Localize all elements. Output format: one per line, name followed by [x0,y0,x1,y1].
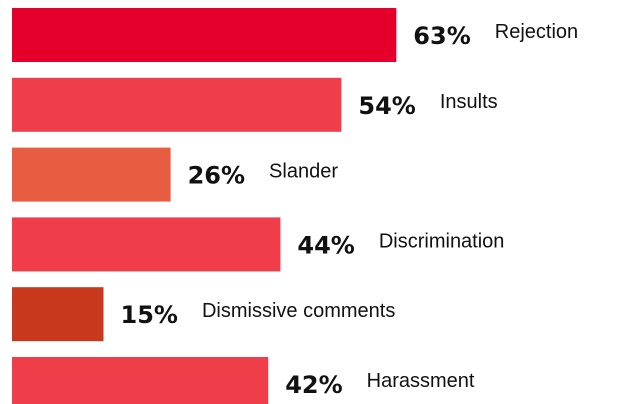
bar [12,147,171,202]
bar [12,77,342,132]
category-label: Dismissive comments [202,300,395,322]
bar [12,357,269,404]
category-label: Harassment [367,370,475,392]
category-label: Rejection [495,21,578,43]
bar-row-0: 63% Rejection [12,8,578,62]
bar-row-5: 42% Harassment [12,357,475,404]
value-label: 15% [121,301,178,329]
bar-row-2: 26% Slander [12,147,338,202]
category-label: Discrimination [379,230,505,252]
bar [12,217,281,272]
bar-row-1: 54% Insults [12,77,498,132]
bar-row-3: 44% Discrimination [12,217,505,272]
bar [12,287,104,342]
category-label: Insults [440,91,498,113]
value-label: 42% [285,371,342,399]
value-label: 63% [413,22,470,50]
category-label: Slander [269,161,338,183]
value-label: 26% [188,162,245,190]
value-label: 44% [297,231,354,259]
bar-row-4: 15% Dismissive comments [12,287,395,342]
value-label: 54% [358,92,415,120]
bar [12,8,397,62]
